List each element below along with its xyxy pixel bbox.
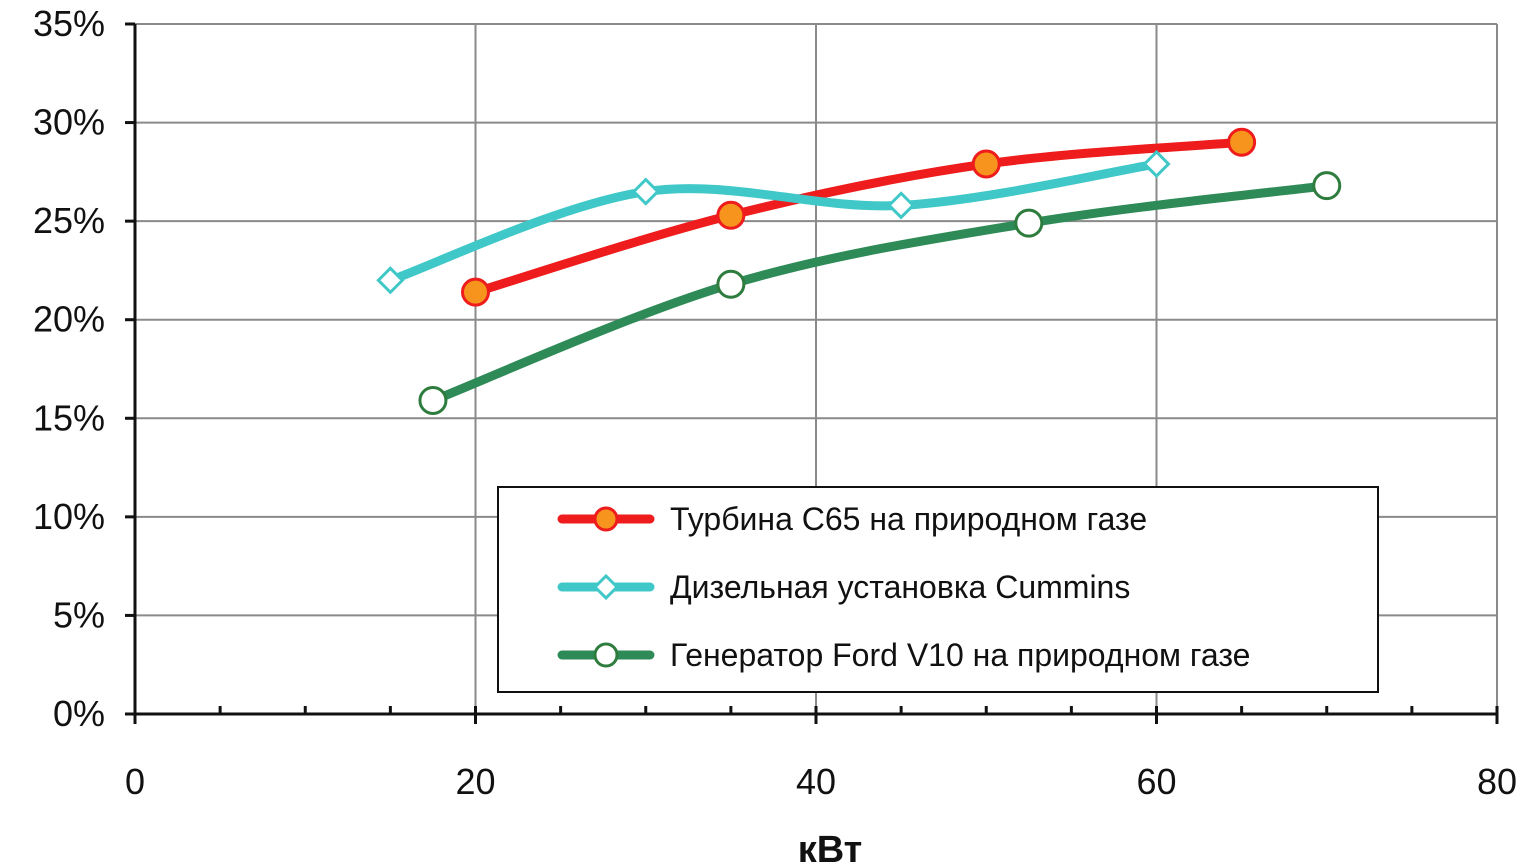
- y-tick-label: 15%: [33, 397, 105, 438]
- y-tick-label: 20%: [33, 299, 105, 340]
- series-line: [471, 137, 1247, 297]
- data-point: [887, 191, 916, 220]
- data-point: [1227, 127, 1257, 157]
- axes: [125, 22, 1499, 724]
- data-point: [376, 266, 405, 295]
- x-tick-label: 60: [1136, 761, 1176, 802]
- series-group: [376, 127, 1342, 416]
- legend-swatch-marker: [593, 506, 619, 532]
- data-point: [971, 149, 1001, 179]
- y-tick-label: 35%: [33, 3, 105, 44]
- y-tick-label: 10%: [33, 496, 105, 537]
- data-point: [1014, 208, 1044, 238]
- legend-label: Генератор Ford V10 на природном газе: [670, 637, 1250, 673]
- data-point: [418, 386, 448, 416]
- legend-swatch-marker: [593, 642, 619, 668]
- legend-item: Генератор Ford V10 на природном газе: [557, 637, 1250, 673]
- legend-swatch-marker: [592, 573, 620, 601]
- data-point: [631, 177, 660, 206]
- tick-labels: 0% 5% 10% 15% 20% 25% 30% 35% 0 20 40 60 80: [33, 3, 1517, 802]
- legend-items: Турбина C65 на природном газе Дизельная у…: [557, 501, 1250, 673]
- series-line: [385, 159, 1161, 285]
- legend-label: Дизельная установка Cummins: [670, 569, 1130, 605]
- x-tick-label: 80: [1477, 761, 1517, 802]
- x-tick-label: 0: [125, 761, 145, 802]
- x-tick-label: 40: [796, 761, 836, 802]
- series-1: [461, 127, 1257, 307]
- legend: Турбина C65 на природном газе Дизельная у…: [497, 486, 1379, 693]
- series-3: [418, 171, 1342, 416]
- data-point: [716, 200, 746, 230]
- series-line: [428, 181, 1332, 406]
- legend-item: Дизельная установка Cummins: [557, 569, 1130, 605]
- y-tick-label: 0%: [53, 693, 105, 734]
- data-point: [1142, 149, 1171, 179]
- y-tick-label: 30%: [33, 102, 105, 143]
- legend-label: Турбина C65 на природном газе: [670, 501, 1147, 537]
- grid-lines: [135, 23, 1498, 714]
- series-2: [376, 149, 1171, 295]
- x-tick-label: 20: [455, 761, 495, 802]
- data-point: [461, 277, 490, 307]
- legend-item: Турбина C65 на природном газе: [557, 501, 1147, 537]
- y-tick-label: 5%: [53, 594, 105, 635]
- y-tick-label: 25%: [33, 200, 105, 241]
- x-axis-title: кВт: [798, 829, 863, 867]
- data-point: [716, 269, 746, 299]
- data-point: [1312, 171, 1342, 201]
